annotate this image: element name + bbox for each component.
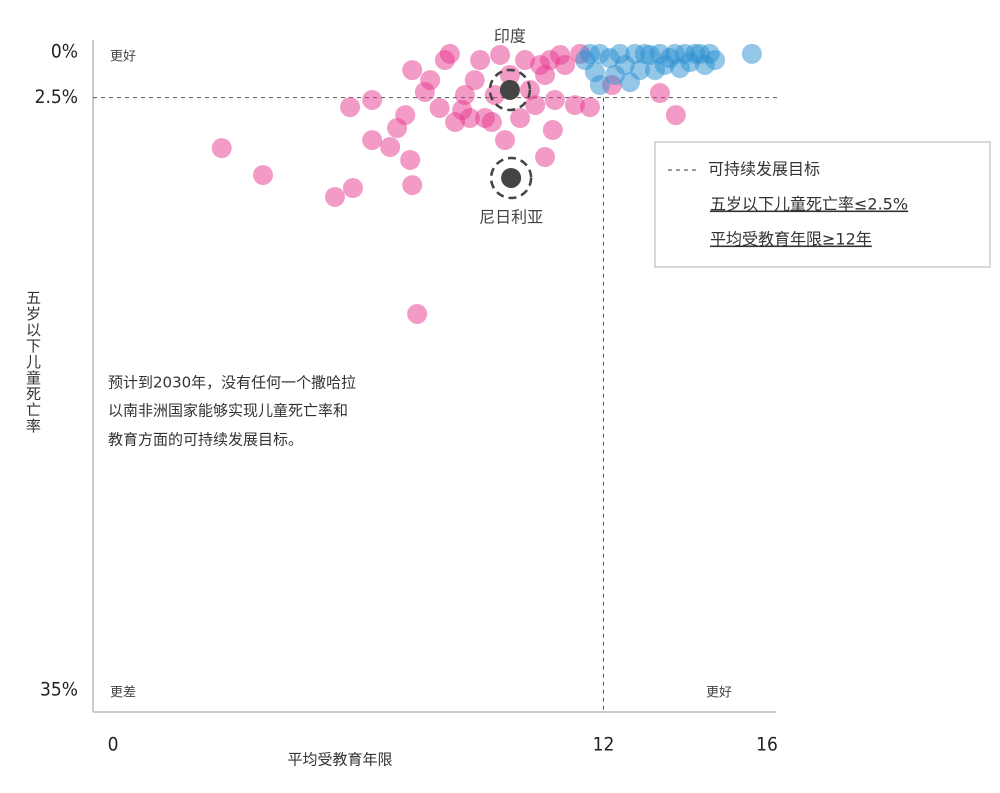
- point: [340, 97, 361, 118]
- point: [515, 50, 536, 71]
- x-tick-label: 0: [108, 734, 119, 756]
- point: [429, 97, 450, 118]
- y-tick-label: 35%: [40, 679, 78, 701]
- point: [580, 97, 601, 118]
- point: [407, 303, 428, 324]
- point: [484, 85, 505, 106]
- point: [530, 54, 551, 75]
- point: [589, 75, 610, 96]
- x-tick-label: 12: [593, 734, 615, 756]
- point: [490, 44, 511, 65]
- point: [542, 120, 563, 141]
- point: [414, 81, 435, 102]
- corner-label: 更好: [110, 50, 136, 65]
- point: [741, 43, 762, 64]
- point: [481, 112, 502, 133]
- legend-item: 平均受教育年限≥12年: [710, 230, 872, 249]
- point: [494, 130, 515, 151]
- point: [510, 108, 531, 129]
- point: [434, 50, 455, 71]
- highlight-ring: [488, 68, 532, 112]
- point: [685, 43, 706, 64]
- highlight-point: [501, 167, 522, 188]
- x-tick-label: 16: [756, 734, 778, 756]
- point: [452, 99, 473, 120]
- point: [544, 89, 565, 110]
- point: [402, 175, 423, 196]
- legend-box: [654, 141, 991, 268]
- point: [604, 64, 625, 85]
- x-axis-label: 平均受教育年限: [287, 751, 392, 769]
- point: [564, 95, 585, 116]
- highlight-label: 尼日利亚: [479, 207, 543, 226]
- highlight-label: 印度: [494, 26, 526, 45]
- y-axis-label: 五岁以下儿童死亡率: [24, 290, 42, 434]
- legend-title: 可持续发展目标: [708, 160, 820, 179]
- point: [535, 147, 556, 168]
- point: [550, 44, 571, 65]
- point: [380, 136, 401, 157]
- corner-label: 更好: [706, 686, 732, 701]
- point: [402, 60, 423, 81]
- highlight-point: [499, 79, 520, 100]
- point: [649, 83, 670, 104]
- point: [525, 95, 546, 116]
- point: [665, 105, 686, 126]
- point: [395, 105, 416, 126]
- legend-item: 五岁以下儿童死亡率≤2.5%: [710, 195, 908, 214]
- corner-label: 更差: [110, 686, 136, 701]
- point: [620, 72, 641, 93]
- point: [645, 60, 666, 81]
- note: 以南非洲国家能够实现儿童死亡率和: [108, 402, 348, 420]
- point: [454, 85, 475, 106]
- point: [362, 130, 383, 151]
- note: 教育方面的可持续发展目标。: [108, 431, 303, 449]
- point: [634, 43, 655, 64]
- point: [253, 165, 274, 186]
- y-tick-label: 0%: [51, 41, 78, 63]
- point: [324, 186, 345, 207]
- note: 预计到2030年，没有任何一个撒哈拉: [108, 374, 356, 392]
- highlight-ring: [489, 156, 533, 200]
- point: [669, 58, 690, 79]
- point: [342, 178, 363, 199]
- point: [362, 89, 383, 110]
- y-tick-label: 2.5%: [35, 86, 78, 108]
- point: [470, 50, 491, 71]
- point: [580, 43, 601, 64]
- point: [464, 70, 485, 91]
- point: [400, 149, 421, 170]
- point: [211, 138, 232, 159]
